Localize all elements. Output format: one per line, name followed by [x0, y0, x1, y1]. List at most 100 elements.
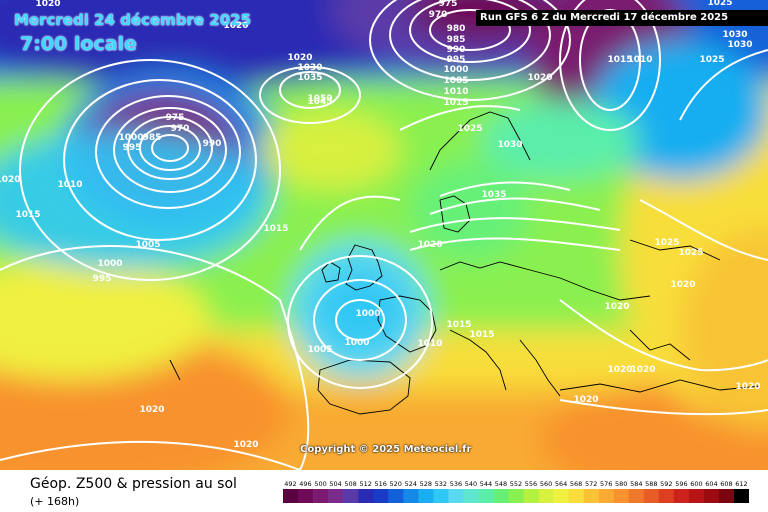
legend-tick-label: 596 [675, 480, 687, 488]
legend-swatch [478, 489, 494, 503]
isobar-pressure-label: 1015 [607, 55, 632, 65]
isobar-pressure-label: 1020 [139, 405, 164, 415]
isobar-pressure-label: 1000 [443, 65, 468, 75]
legend-swatch [343, 489, 359, 503]
isobar-pressure-label: 1015 [263, 224, 288, 234]
legend-tick-label: 552 [510, 480, 522, 488]
legend-swatch [523, 489, 539, 503]
isobar-pressure-label: 1015 [443, 98, 468, 108]
legend-tick-label: 496 [299, 480, 311, 488]
legend-tick-label: 492 [284, 480, 296, 488]
legend-tick-label: 568 [570, 480, 582, 488]
isobar-pressure-label: 1030 [722, 30, 747, 40]
isobar-pressure-label: 1000 [97, 259, 122, 269]
legend-tick-label: 508 [344, 480, 356, 488]
isobar-pressure-label: 995 [93, 274, 112, 284]
isobar-pressure-label: 995 [447, 55, 466, 65]
legend-tick-label: 580 [615, 480, 627, 488]
legend-swatch [508, 489, 524, 503]
run-label-box [476, 10, 768, 26]
isobar-pressure-label: 985 [143, 133, 162, 143]
legend-tick-label: 544 [480, 480, 492, 488]
legend-swatch [373, 489, 389, 503]
color-legend: 492 496 500 504 508 512 516 520 524 528 532 536 540 5… [283, 480, 749, 503]
legend-swatch [658, 489, 675, 503]
legend-swatch [493, 489, 509, 503]
legend-tick-label: 536 [450, 480, 462, 488]
legend-swatch [403, 489, 419, 503]
isobar-pressure-label: 980 [447, 24, 466, 34]
legend-tick-label: 528 [420, 480, 432, 488]
isobar-pressure-label: 1000 [355, 309, 380, 319]
isobar-pressure-label: 1020 [604, 302, 629, 312]
isobar-pressure-label: 975 [439, 0, 458, 9]
isobar-pressure-label: 1010 [443, 87, 468, 97]
isobar-pressure-label: 1030 [497, 140, 522, 150]
isobar-pressure-label: 1030 [727, 40, 752, 50]
legend-swatch [734, 489, 749, 503]
isobar-pressure-label: 1025 [699, 55, 724, 65]
isobar-pressure-label: 1020 [630, 365, 655, 375]
legend-swatch [433, 489, 449, 503]
isobar-pressure-label: 1020 [0, 175, 21, 185]
legend-tick-label: 588 [645, 480, 657, 488]
isobar-pressure-label: 1005 [443, 76, 468, 86]
legend-swatch [328, 489, 344, 503]
isobar-pressure-label: 1000 [344, 338, 369, 348]
legend-tick-label: 612 [735, 480, 747, 488]
legend-swatch [703, 489, 720, 503]
legend-swatch [628, 489, 644, 503]
isobar-pressure-label: 1015 [446, 320, 471, 330]
isobar-pressure-label: 1020 [287, 53, 312, 63]
isobar-pressure-label: 1025 [457, 124, 482, 134]
isobar-pressure-label: 1035 [297, 73, 322, 83]
legend-tick-label: 548 [495, 480, 507, 488]
isobar-pressure-label: 1020 [233, 440, 258, 450]
coastlines [169, 111, 761, 415]
legend-tick-label: 608 [720, 480, 732, 488]
isobar-pressure-label: 1005 [307, 345, 332, 355]
legend-swatch [553, 489, 569, 503]
legend-swatch [568, 489, 584, 503]
isobar-pressure-label: 1020 [223, 21, 248, 31]
isobar-pressure-label: 1050 [307, 94, 332, 104]
legend-tick-label: 584 [630, 480, 642, 488]
isobar-pressure-label: 1020 [670, 280, 695, 290]
legend-tick-label: 512 [359, 480, 371, 488]
pressure-labels: 1020102010259759709809859909951000100510… [0, 0, 761, 450]
legend-tick-label: 592 [660, 480, 672, 488]
legend-tick-label: 556 [525, 480, 537, 488]
isobar-pressure-label: 985 [447, 35, 466, 45]
isobar-pressure-label: 1020 [417, 240, 442, 250]
legend-tick-label: 560 [540, 480, 552, 488]
isobars [0, 0, 768, 470]
isobar-pressure-label: 1000 [118, 133, 143, 143]
map-product-title: Géop. Z500 & pression au sol [30, 476, 237, 492]
legend-swatch [448, 489, 464, 503]
legend-swatch [538, 489, 554, 503]
isobar-pressure-label: 1020 [735, 382, 760, 392]
forecast-date-title: Mercredi 24 décembre 2025 [14, 11, 252, 29]
legend-swatch [283, 489, 299, 503]
legend-swatch [613, 489, 629, 503]
legend-tick-label: 572 [585, 480, 597, 488]
legend-tick-label: 516 [374, 480, 386, 488]
isobar-pressure-label: 970 [171, 124, 190, 134]
isobar-pressure-label: 1005 [135, 240, 160, 250]
legend-tick-label: 520 [389, 480, 401, 488]
isobar-pressure-label: 1025 [654, 238, 679, 248]
legend-swatch [358, 489, 374, 503]
isobar-pressure-label: 1015 [15, 210, 40, 220]
legend-tick-label: 500 [314, 480, 326, 488]
isobar-pressure-label: 1010 [57, 180, 82, 190]
legend-tick-label: 524 [405, 480, 417, 488]
legend-swatch [313, 489, 329, 503]
run-label: Run GFS 6 Z du Mercredi 17 décembre 2025 [480, 12, 729, 23]
legend-tick-label: 576 [600, 480, 612, 488]
legend-swatch [388, 489, 404, 503]
isobar-pressure-label: 1045 [307, 97, 332, 107]
isobar-pressure-label: 1015 [469, 330, 494, 340]
isobar-pressure-label: 1025 [707, 0, 732, 8]
legend-swatch [583, 489, 599, 503]
